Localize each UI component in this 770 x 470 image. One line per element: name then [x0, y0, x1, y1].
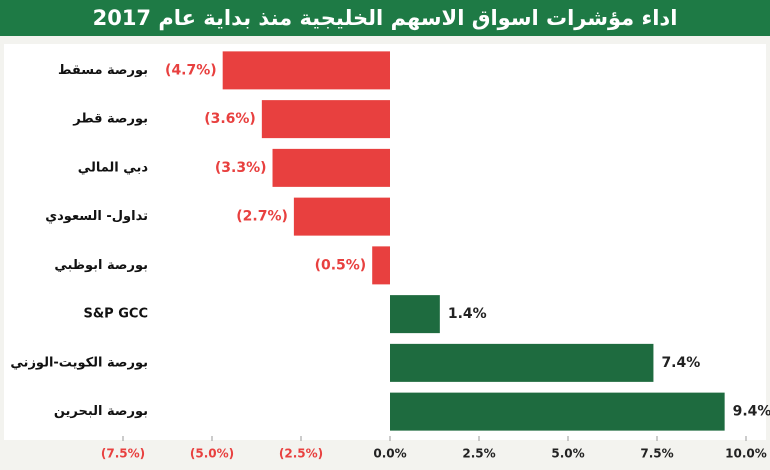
value-label: (2.7%) [236, 209, 288, 225]
bar [390, 295, 440, 334]
bar [390, 343, 654, 382]
bar [372, 246, 390, 285]
x-tick-label: 5.0% [551, 447, 584, 461]
value-label: (0.5%) [315, 257, 367, 273]
x-tick-label: 0.0% [373, 447, 406, 461]
x-tick-label: (7.5%) [101, 447, 145, 461]
value-label: 1.4% [448, 306, 487, 322]
category-label: بورصة قطر [72, 112, 148, 127]
category-label: S&P GCC [83, 307, 148, 322]
value-label: (3.3%) [215, 160, 267, 176]
value-label: (4.7%) [165, 62, 217, 78]
category-label: تداول- السعودي [45, 209, 148, 224]
x-tick-label: (5.0%) [190, 447, 234, 461]
chart-title: اداء مؤشرات اسواق الاسهم الخليجية منذ بد… [93, 6, 678, 30]
category-label: بورصة ابوظبي [54, 258, 148, 273]
x-tick-label: 2.5% [462, 447, 495, 461]
category-label: بورصة مسقط [58, 63, 148, 78]
x-tick-label: 7.5% [640, 447, 673, 461]
category-label: بورصة البحرين [54, 404, 148, 419]
bar [272, 148, 390, 187]
bar [390, 392, 725, 431]
value-label: 7.4% [661, 355, 700, 371]
category-label: بورصة الكويت-الوزني [10, 355, 148, 370]
category-label: دبي المالي [78, 160, 149, 175]
title-banner [0, 0, 770, 36]
value-label: 9.4% [733, 404, 770, 420]
bar [222, 51, 390, 90]
x-tick-label: (2.5%) [279, 447, 323, 461]
bar [261, 100, 390, 139]
value-label: (3.6%) [204, 111, 256, 127]
x-tick-label: 10.0% [725, 447, 767, 461]
bar [293, 197, 390, 236]
